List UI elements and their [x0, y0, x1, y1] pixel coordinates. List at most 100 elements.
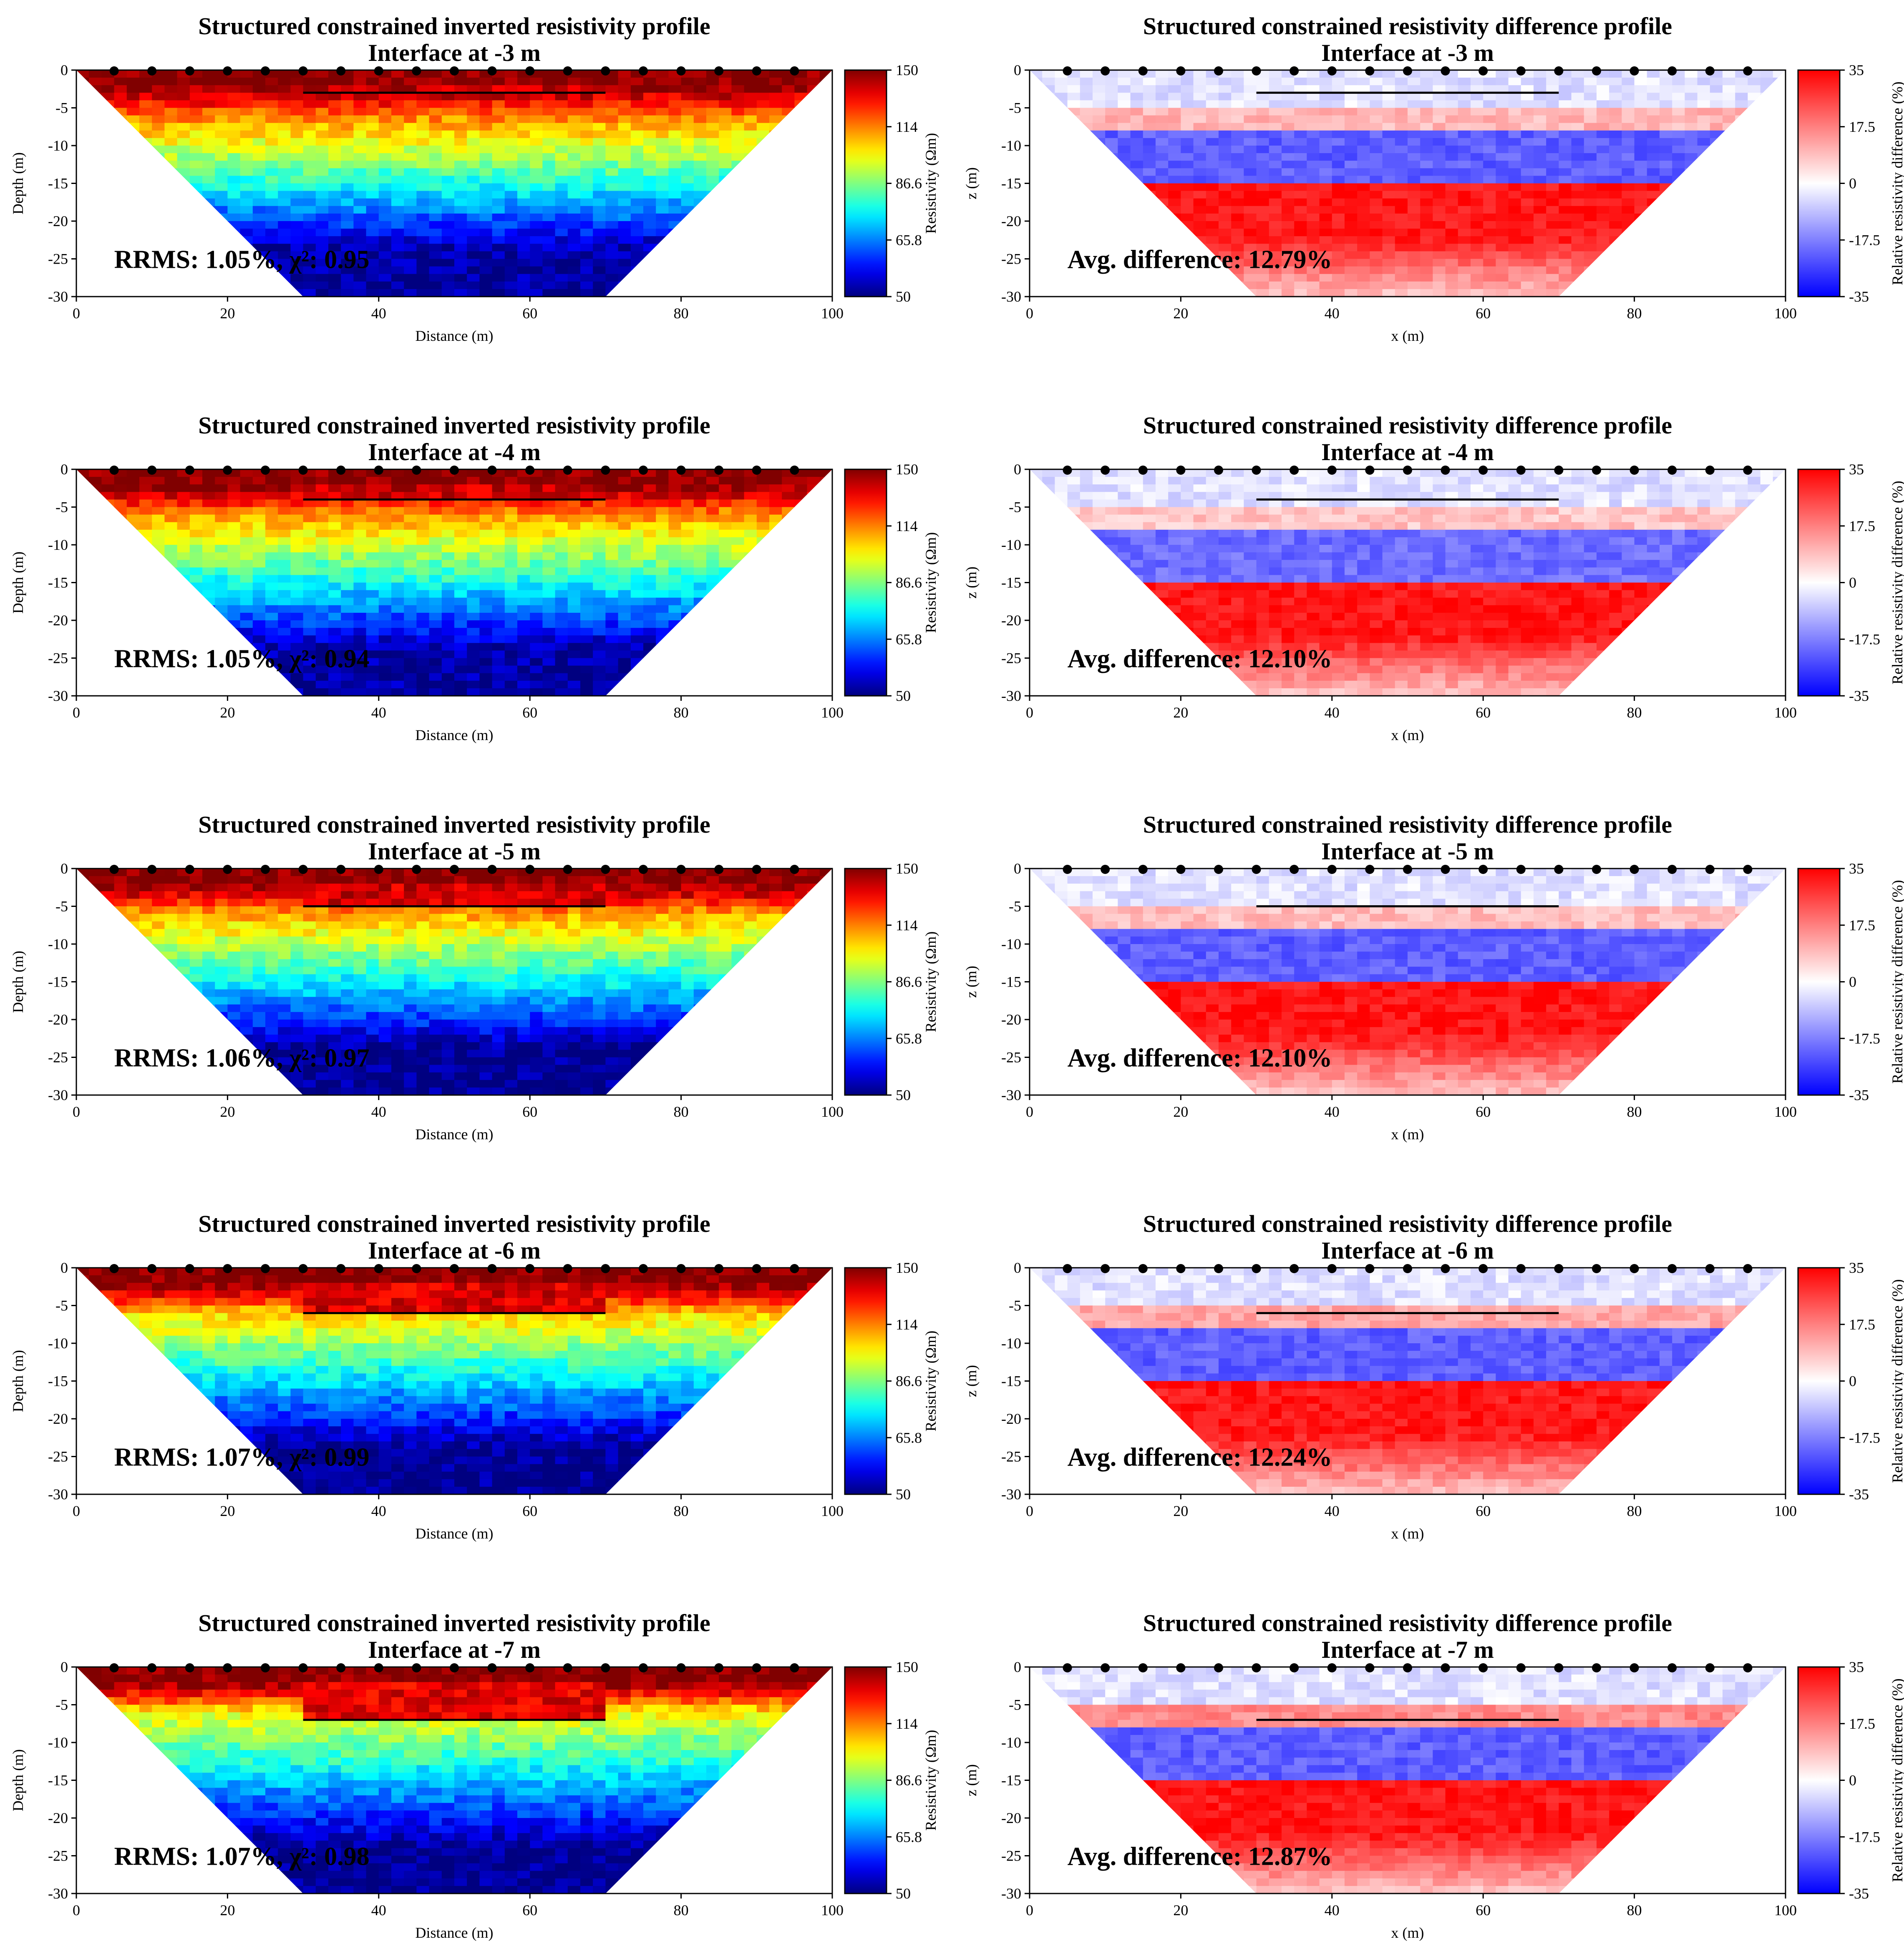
model-cell: [643, 266, 656, 274]
model-cell: [731, 537, 745, 545]
model-cell: [252, 529, 266, 538]
model-cell: [492, 221, 505, 229]
model-cell: [152, 499, 165, 508]
model-cell: [341, 560, 354, 568]
difference-cell: [1597, 115, 1609, 123]
difference-cell: [1219, 176, 1232, 184]
model-cell: [605, 522, 619, 530]
model-cell: [441, 176, 455, 184]
difference-cell: [1420, 259, 1433, 267]
model-cell: [719, 560, 732, 568]
model-cell: [139, 274, 152, 282]
difference-cell: [1206, 93, 1219, 101]
difference-cell: [1067, 115, 1080, 123]
model-cell: [454, 236, 467, 244]
difference-cell: [1534, 85, 1546, 93]
model-cell: [429, 477, 442, 485]
colorbar-tick-label: 114: [896, 118, 918, 135]
model-cell: [101, 552, 115, 560]
difference-cell: [1168, 281, 1181, 290]
model-cell: [542, 484, 556, 493]
difference-cell: [1332, 274, 1345, 282]
model-cell: [416, 108, 430, 116]
model-cell: [794, 529, 808, 538]
model-cell: [139, 492, 152, 500]
model-cell: [492, 499, 505, 508]
model-cell: [517, 221, 530, 229]
model-cell: [517, 537, 530, 545]
difference-cell: [1609, 281, 1622, 290]
model-cell: [630, 597, 644, 606]
difference-cell: [1093, 85, 1106, 93]
difference-cell: [1382, 236, 1395, 244]
model-cell: [467, 183, 480, 191]
difference-cell: [1244, 191, 1257, 199]
model-cell: [567, 221, 581, 229]
model-cell: [492, 168, 505, 176]
model-cell: [542, 244, 556, 252]
difference-cell: [1634, 146, 1647, 154]
difference-cell: [1697, 259, 1710, 267]
difference-cell: [1622, 78, 1635, 86]
difference-cell: [1130, 115, 1143, 123]
model-cell: [139, 229, 152, 237]
model-cell: [542, 612, 556, 621]
model-cell: [744, 191, 757, 199]
model-cell: [542, 206, 556, 214]
model-cell: [530, 206, 543, 214]
model-cell: [567, 590, 581, 598]
model-cell: [567, 499, 581, 508]
difference-cell: [1244, 236, 1257, 244]
model-cell: [366, 529, 379, 538]
model-cell: [404, 115, 417, 123]
difference-cell: [1408, 183, 1420, 191]
model-cell: [101, 229, 115, 237]
model-cell: [706, 191, 719, 199]
model-cell: [467, 575, 480, 583]
model-cell: [89, 198, 102, 206]
model-cell: [479, 552, 493, 560]
difference-cell: [1206, 198, 1219, 206]
difference-cell: [1118, 100, 1131, 108]
model-cell: [303, 575, 316, 583]
model-cell: [794, 93, 808, 101]
model-cell: [139, 183, 152, 191]
difference-cell: [1067, 78, 1080, 86]
model-cell: [479, 545, 493, 553]
difference-cell: [1534, 161, 1546, 169]
difference-cell: [1282, 266, 1295, 274]
model-cell: [303, 507, 316, 515]
model-cell: [126, 93, 140, 101]
model-cell: [114, 492, 127, 500]
difference-cell: [1685, 85, 1698, 93]
model-cell: [378, 206, 392, 214]
model-cell: [114, 612, 127, 621]
model-cell: [706, 567, 719, 576]
model-cell: [706, 206, 719, 214]
difference-cell: [1370, 281, 1383, 290]
model-cell: [89, 575, 102, 583]
model-cell: [315, 259, 329, 267]
model-cell: [164, 289, 178, 297]
difference-cell: [1345, 138, 1357, 146]
difference-cell: [1319, 213, 1332, 222]
model-cell: [76, 146, 89, 154]
model-cell: [479, 289, 493, 297]
model-cell: [693, 244, 707, 252]
difference-cell: [1332, 183, 1345, 191]
model-cell: [555, 138, 568, 146]
model-cell: [807, 605, 820, 613]
model-cell: [114, 138, 127, 146]
model-cell: [630, 289, 644, 297]
difference-cell: [1269, 259, 1282, 267]
model-cell: [706, 161, 719, 169]
model-cell: [89, 236, 102, 244]
difference-cell: [1143, 236, 1156, 244]
difference-cell: [1282, 183, 1295, 191]
model-cell: [643, 492, 656, 500]
model-cell: [227, 130, 241, 138]
model-cell: [731, 590, 745, 598]
model-cell: [215, 620, 228, 628]
model-cell: [567, 537, 581, 545]
difference-cell: [1357, 274, 1370, 282]
